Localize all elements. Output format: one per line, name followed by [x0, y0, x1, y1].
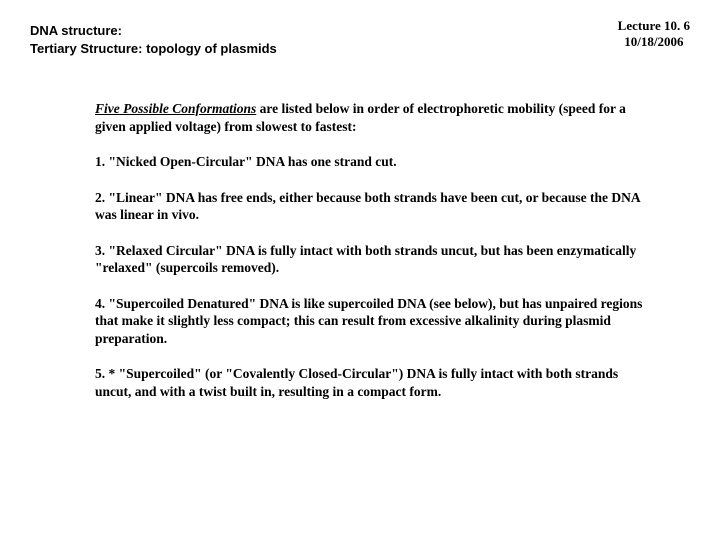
- intro-lead: Five Possible Conformations: [95, 101, 256, 116]
- title-line-1: DNA structure:: [30, 22, 277, 40]
- item-1: 1. "Nicked Open-Circular" DNA has one st…: [95, 153, 655, 171]
- lecture-number: Lecture 10. 6: [618, 18, 690, 34]
- item-2: 2. "Linear" DNA has free ends, either be…: [95, 189, 655, 224]
- title-line-2: Tertiary Structure: topology of plasmids: [30, 40, 277, 58]
- intro-paragraph: Five Possible Conformations are listed b…: [95, 100, 655, 135]
- header-left: DNA structure: Tertiary Structure: topol…: [30, 22, 277, 57]
- item-3: 3. "Relaxed Circular" DNA is fully intac…: [95, 242, 655, 277]
- item-4: 4. "Supercoiled Denatured" DNA is like s…: [95, 295, 655, 348]
- item-5: 5. * "Supercoiled" (or "Covalently Close…: [95, 365, 655, 400]
- header-right: Lecture 10. 6 10/18/2006: [618, 18, 690, 51]
- lecture-date: 10/18/2006: [618, 34, 690, 50]
- slide-content: Five Possible Conformations are listed b…: [95, 100, 655, 419]
